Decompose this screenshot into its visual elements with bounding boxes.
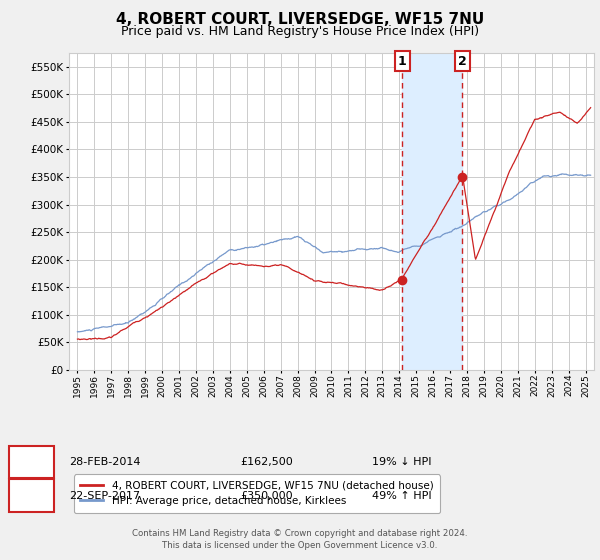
Text: This data is licensed under the Open Government Licence v3.0.: This data is licensed under the Open Gov… <box>163 542 437 550</box>
Text: 4, ROBERT COURT, LIVERSEDGE, WF15 7NU: 4, ROBERT COURT, LIVERSEDGE, WF15 7NU <box>116 12 484 27</box>
Text: £350,000: £350,000 <box>240 491 293 501</box>
Text: 2: 2 <box>27 489 36 502</box>
Text: 1: 1 <box>398 55 406 68</box>
Text: 49% ↑ HPI: 49% ↑ HPI <box>372 491 431 501</box>
Text: 1: 1 <box>27 455 36 469</box>
Bar <box>402 53 463 370</box>
Text: 22-SEP-2017: 22-SEP-2017 <box>69 491 140 501</box>
Text: 2: 2 <box>458 55 467 68</box>
Text: 28-FEB-2014: 28-FEB-2014 <box>69 457 140 467</box>
Text: £162,500: £162,500 <box>240 457 293 467</box>
Text: 19% ↓ HPI: 19% ↓ HPI <box>372 457 431 467</box>
Text: Contains HM Land Registry data © Crown copyright and database right 2024.: Contains HM Land Registry data © Crown c… <box>132 529 468 538</box>
Text: Price paid vs. HM Land Registry's House Price Index (HPI): Price paid vs. HM Land Registry's House … <box>121 25 479 38</box>
Legend: 4, ROBERT COURT, LIVERSEDGE, WF15 7NU (detached house), HPI: Average price, deta: 4, ROBERT COURT, LIVERSEDGE, WF15 7NU (d… <box>74 474 440 512</box>
